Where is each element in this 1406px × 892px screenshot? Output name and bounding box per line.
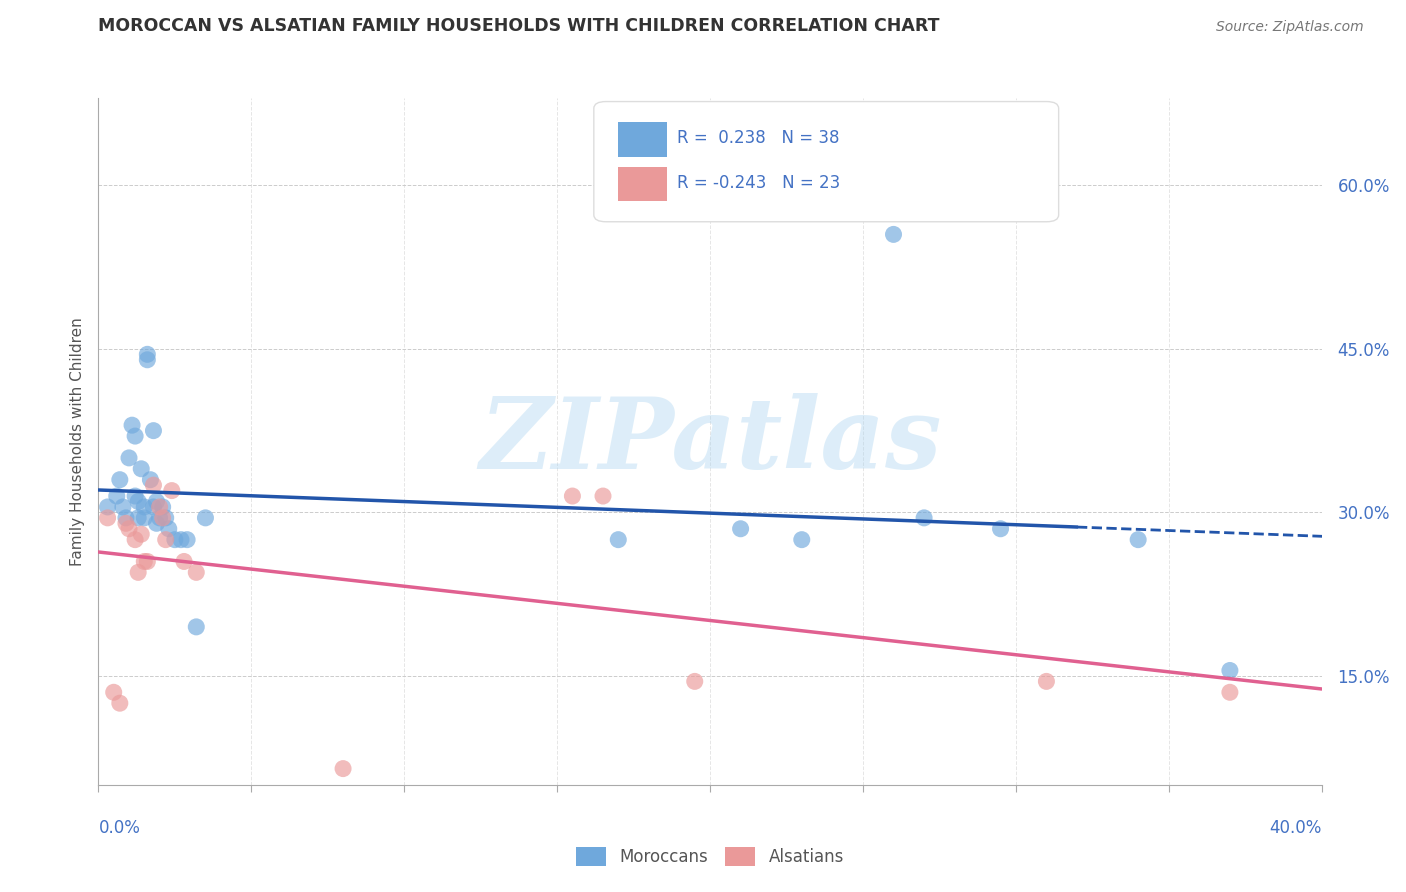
Text: R =  0.238   N = 38: R = 0.238 N = 38 <box>678 129 839 147</box>
Legend: Moroccans, Alsatians: Moroccans, Alsatians <box>569 840 851 872</box>
Point <box>883 227 905 242</box>
Point <box>108 696 131 710</box>
Point <box>124 533 146 547</box>
FancyBboxPatch shape <box>593 102 1059 222</box>
Point <box>124 489 146 503</box>
Text: MOROCCAN VS ALSATIAN FAMILY HOUSEHOLDS WITH CHILDREN CORRELATION CHART: MOROCCAN VS ALSATIAN FAMILY HOUSEHOLDS W… <box>98 17 941 35</box>
Point <box>1128 533 1150 547</box>
Text: ZIPatlas: ZIPatlas <box>479 393 941 490</box>
Point <box>157 522 180 536</box>
Point <box>561 489 583 503</box>
Point <box>186 620 208 634</box>
Point <box>173 554 195 568</box>
Text: 40.0%: 40.0% <box>1270 819 1322 837</box>
Point <box>134 500 156 514</box>
Point <box>142 500 165 514</box>
Point <box>607 533 630 547</box>
Text: R = -0.243   N = 23: R = -0.243 N = 23 <box>678 174 841 192</box>
Point <box>142 478 165 492</box>
Point <box>1219 685 1241 699</box>
Point <box>332 762 354 776</box>
Point <box>105 489 128 503</box>
Point <box>115 511 138 525</box>
Point <box>121 418 143 433</box>
Point <box>163 533 186 547</box>
Point <box>155 511 177 525</box>
Point <box>145 516 167 531</box>
Point <box>142 424 165 438</box>
Point <box>118 522 141 536</box>
Point <box>136 347 159 361</box>
Point <box>111 500 134 514</box>
Point <box>149 500 172 514</box>
Point <box>155 533 177 547</box>
Point <box>145 494 167 508</box>
Point <box>134 511 156 525</box>
Point <box>115 516 138 531</box>
Point <box>129 462 152 476</box>
Point <box>1219 664 1241 678</box>
Point <box>194 511 217 525</box>
Point <box>136 352 159 367</box>
Point <box>124 429 146 443</box>
Point <box>97 511 120 525</box>
Point <box>592 489 614 503</box>
Point <box>139 473 162 487</box>
Point <box>176 533 198 547</box>
Point <box>127 566 149 580</box>
Point <box>160 483 183 498</box>
Point <box>186 566 208 580</box>
Point <box>1035 674 1057 689</box>
Point <box>152 500 174 514</box>
Point <box>127 511 149 525</box>
Point <box>790 533 813 547</box>
Text: 0.0%: 0.0% <box>98 819 141 837</box>
Text: Source: ZipAtlas.com: Source: ZipAtlas.com <box>1216 21 1364 34</box>
Point <box>152 511 174 525</box>
Point <box>683 674 706 689</box>
Point <box>97 500 120 514</box>
FancyBboxPatch shape <box>619 122 668 156</box>
FancyBboxPatch shape <box>619 167 668 202</box>
Point <box>990 522 1012 536</box>
Point <box>118 450 141 465</box>
Point <box>170 533 193 547</box>
Point <box>108 473 131 487</box>
Y-axis label: Family Households with Children: Family Households with Children <box>69 318 84 566</box>
Point <box>127 494 149 508</box>
Point <box>129 527 152 541</box>
Point <box>149 511 172 525</box>
Point <box>730 522 752 536</box>
Point <box>134 554 156 568</box>
Point <box>136 554 159 568</box>
Point <box>103 685 125 699</box>
Point <box>912 511 935 525</box>
